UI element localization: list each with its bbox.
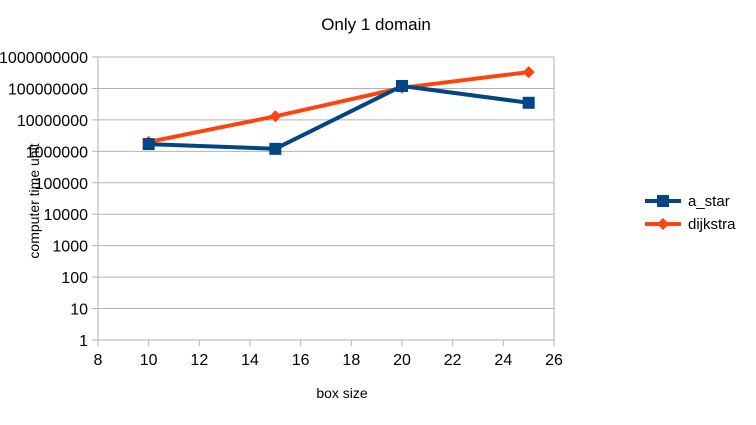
x-tick-label: 24 [494, 352, 512, 369]
x-tick-label: 10 [140, 352, 158, 369]
data-point-a_star [657, 195, 669, 207]
y-axis-label: computer time unit [26, 143, 42, 258]
y-tick-label: 1000000000 [0, 50, 88, 67]
legend-item-dijkstra: dijkstra [645, 216, 736, 233]
legend-label-dijkstra: dijkstra [688, 216, 736, 233]
x-tick-label: 14 [241, 352, 259, 369]
y-tick-label: 1000 [52, 239, 88, 256]
x-axis-label: box size [316, 385, 368, 401]
y-tick-label: 100000 [35, 176, 88, 193]
data-point-a_star [522, 96, 535, 109]
y-tick-label: 1000000 [26, 144, 88, 161]
y-tick-label: 10000000 [17, 113, 88, 130]
series-line-dijkstra [148, 70, 529, 144]
data-point-dijkstra [522, 66, 535, 79]
axes [97, 57, 555, 346]
series-group [142, 66, 535, 155]
x-tick-label: 18 [342, 352, 360, 369]
x-tick-label: 20 [393, 352, 411, 369]
grid [92, 56, 554, 341]
x-tick-labels: 8 10 12 14 16 18 20 22 24 26 [94, 352, 563, 369]
legend-label-a_star: a_star [688, 193, 730, 210]
data-point-a_star [396, 79, 408, 92]
y-tick-label: 100000000 [8, 81, 88, 98]
series-line-a_star [148, 84, 529, 151]
y-tick-label: 1 [79, 333, 88, 350]
x-tick-label: 22 [444, 352, 462, 369]
data-point-a_star [142, 138, 155, 151]
x-tick-label: 26 [545, 352, 563, 369]
legend-item-a_star: a_star [645, 193, 730, 210]
legend: a_star dijkstra [645, 193, 736, 233]
data-point-a_star [269, 142, 282, 155]
chart-title: Only 1 domain [321, 15, 431, 34]
x-tick-label: 8 [94, 352, 103, 369]
series-dijkstra [142, 66, 535, 148]
series-a_star [142, 79, 535, 155]
y-tick-label: 10 [70, 302, 88, 319]
y-tick-label: 10000 [44, 207, 89, 224]
y-tick-label: 100 [61, 270, 88, 287]
x-tick-label: 12 [190, 352, 208, 369]
data-point-dijkstra [657, 218, 669, 230]
y-tick-labels: 1 10 100 1000 10000 100000 1000000 10000000 1000… [0, 50, 88, 350]
x-tick-label: 16 [292, 352, 310, 369]
data-point-dijkstra [269, 110, 282, 123]
